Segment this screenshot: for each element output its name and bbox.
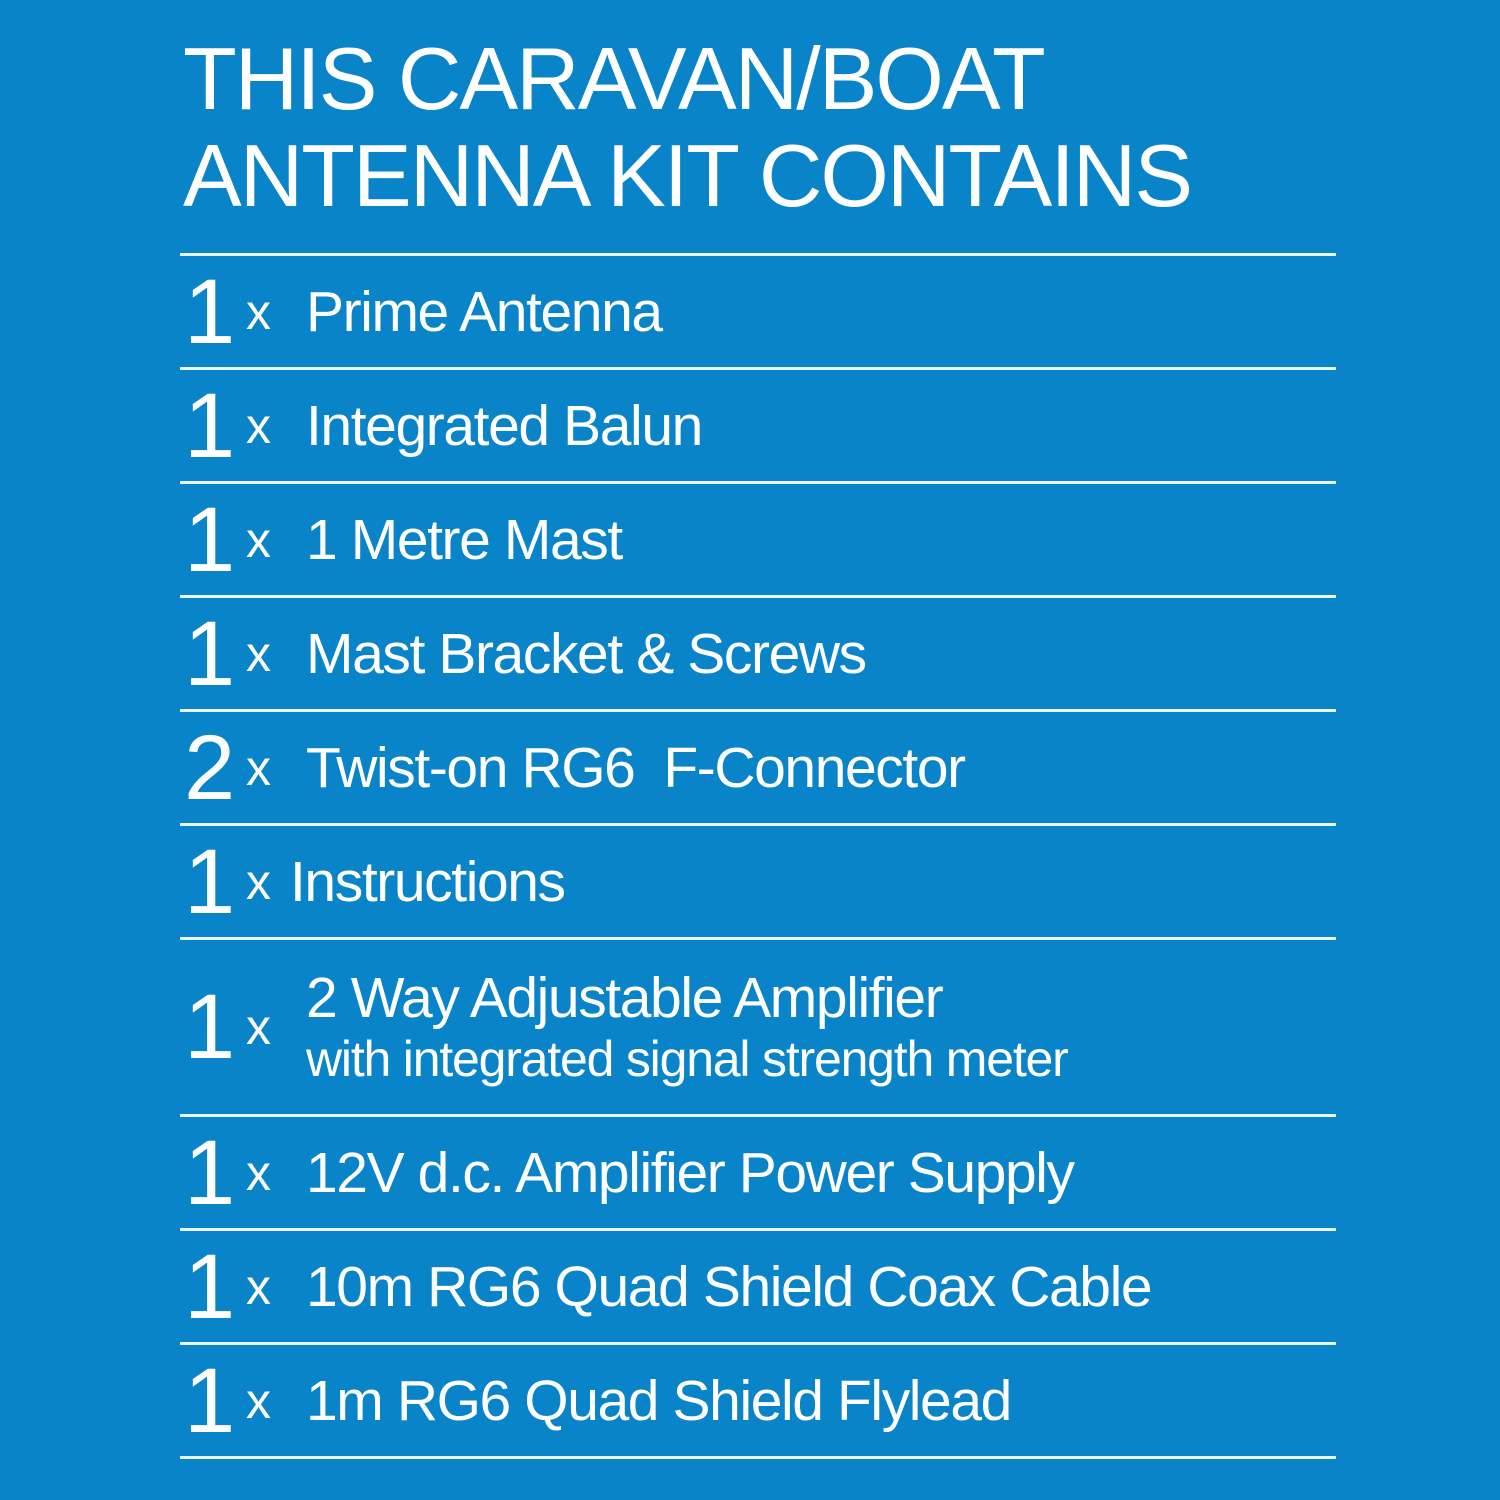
item-quantity: 1	[184, 830, 235, 933]
divider	[180, 1456, 1336, 1459]
divider	[180, 595, 1336, 598]
item-label: Prime Antenna	[306, 280, 663, 344]
item-label: Instructions	[290, 850, 566, 914]
times-sign: x	[246, 512, 271, 568]
item-sublabel: with integrated signal strength meter	[306, 1031, 1069, 1087]
times-sign: x	[246, 854, 271, 910]
list-item: 1 x Mast Bracket & Screws	[180, 598, 1336, 710]
times-sign: x	[246, 398, 271, 454]
divider	[180, 1228, 1336, 1231]
times-sign: x	[246, 740, 271, 796]
times-sign: x	[246, 626, 271, 682]
item-quantity: 1	[184, 488, 235, 591]
list-item: 1 x Integrated Balun	[180, 370, 1336, 482]
item-label: Mast Bracket & Screws	[306, 622, 867, 686]
divider	[180, 823, 1336, 826]
times-sign: x	[246, 1373, 271, 1429]
item-quantity: 1	[184, 260, 235, 363]
times-sign: x	[246, 999, 271, 1055]
divider	[180, 1114, 1336, 1117]
item-label: 1m RG6 Quad Shield Flylead	[306, 1369, 1012, 1433]
divider	[180, 709, 1336, 712]
item-quantity: 2	[184, 716, 235, 819]
times-sign: x	[246, 284, 271, 340]
list-item: 1 x 1 Metre Mast	[180, 484, 1336, 596]
item-quantity: 1	[184, 1235, 235, 1338]
item-quantity: 1	[184, 975, 235, 1078]
divider	[180, 937, 1336, 940]
item-label: 12V d.c. Amplifier Power Supply	[306, 1141, 1075, 1205]
title-line-1: THIS CARAVAN/BOAT	[183, 29, 1046, 128]
divider	[180, 253, 1336, 256]
item-quantity: 1	[184, 1349, 235, 1452]
list-item: 1 x 12V d.c. Amplifier Power Supply	[180, 1117, 1336, 1229]
divider	[180, 367, 1336, 370]
item-quantity: 1	[184, 602, 235, 705]
divider	[180, 1342, 1336, 1345]
list-item: 1 x 10m RG6 Quad Shield Coax Cable	[180, 1231, 1336, 1343]
list-item: 1 x 1m RG6 Quad Shield Flylead	[180, 1345, 1336, 1457]
page-title: THIS CARAVAN/BOAT ANTENNA KIT CONTAINS	[183, 29, 1193, 225]
item-label: Integrated Balun	[306, 394, 703, 458]
list-item: 1 x Instructions	[180, 826, 1336, 938]
item-quantity: 1	[184, 374, 235, 477]
item-label: Twist-on RG6 F-Connector	[306, 736, 966, 800]
times-sign: x	[246, 1259, 271, 1315]
list-item: 2 x Twist-on RG6 F-Connector	[180, 712, 1336, 824]
item-label: 1 Metre Mast	[306, 508, 623, 572]
times-sign: x	[246, 1145, 271, 1201]
item-label-group: 2 Way Adjustable Amplifier with integrat…	[306, 966, 1069, 1088]
item-label: 2 Way Adjustable Amplifier	[306, 966, 944, 1030]
item-label: 10m RG6 Quad Shield Coax Cable	[306, 1255, 1153, 1319]
list-item: 1 x Prime Antenna	[180, 256, 1336, 368]
list-item: 1 x 2 Way Adjustable Amplifier with inte…	[180, 940, 1336, 1114]
item-quantity: 1	[184, 1121, 235, 1224]
divider	[180, 481, 1336, 484]
title-line-2: ANTENNA KIT CONTAINS	[183, 126, 1193, 225]
